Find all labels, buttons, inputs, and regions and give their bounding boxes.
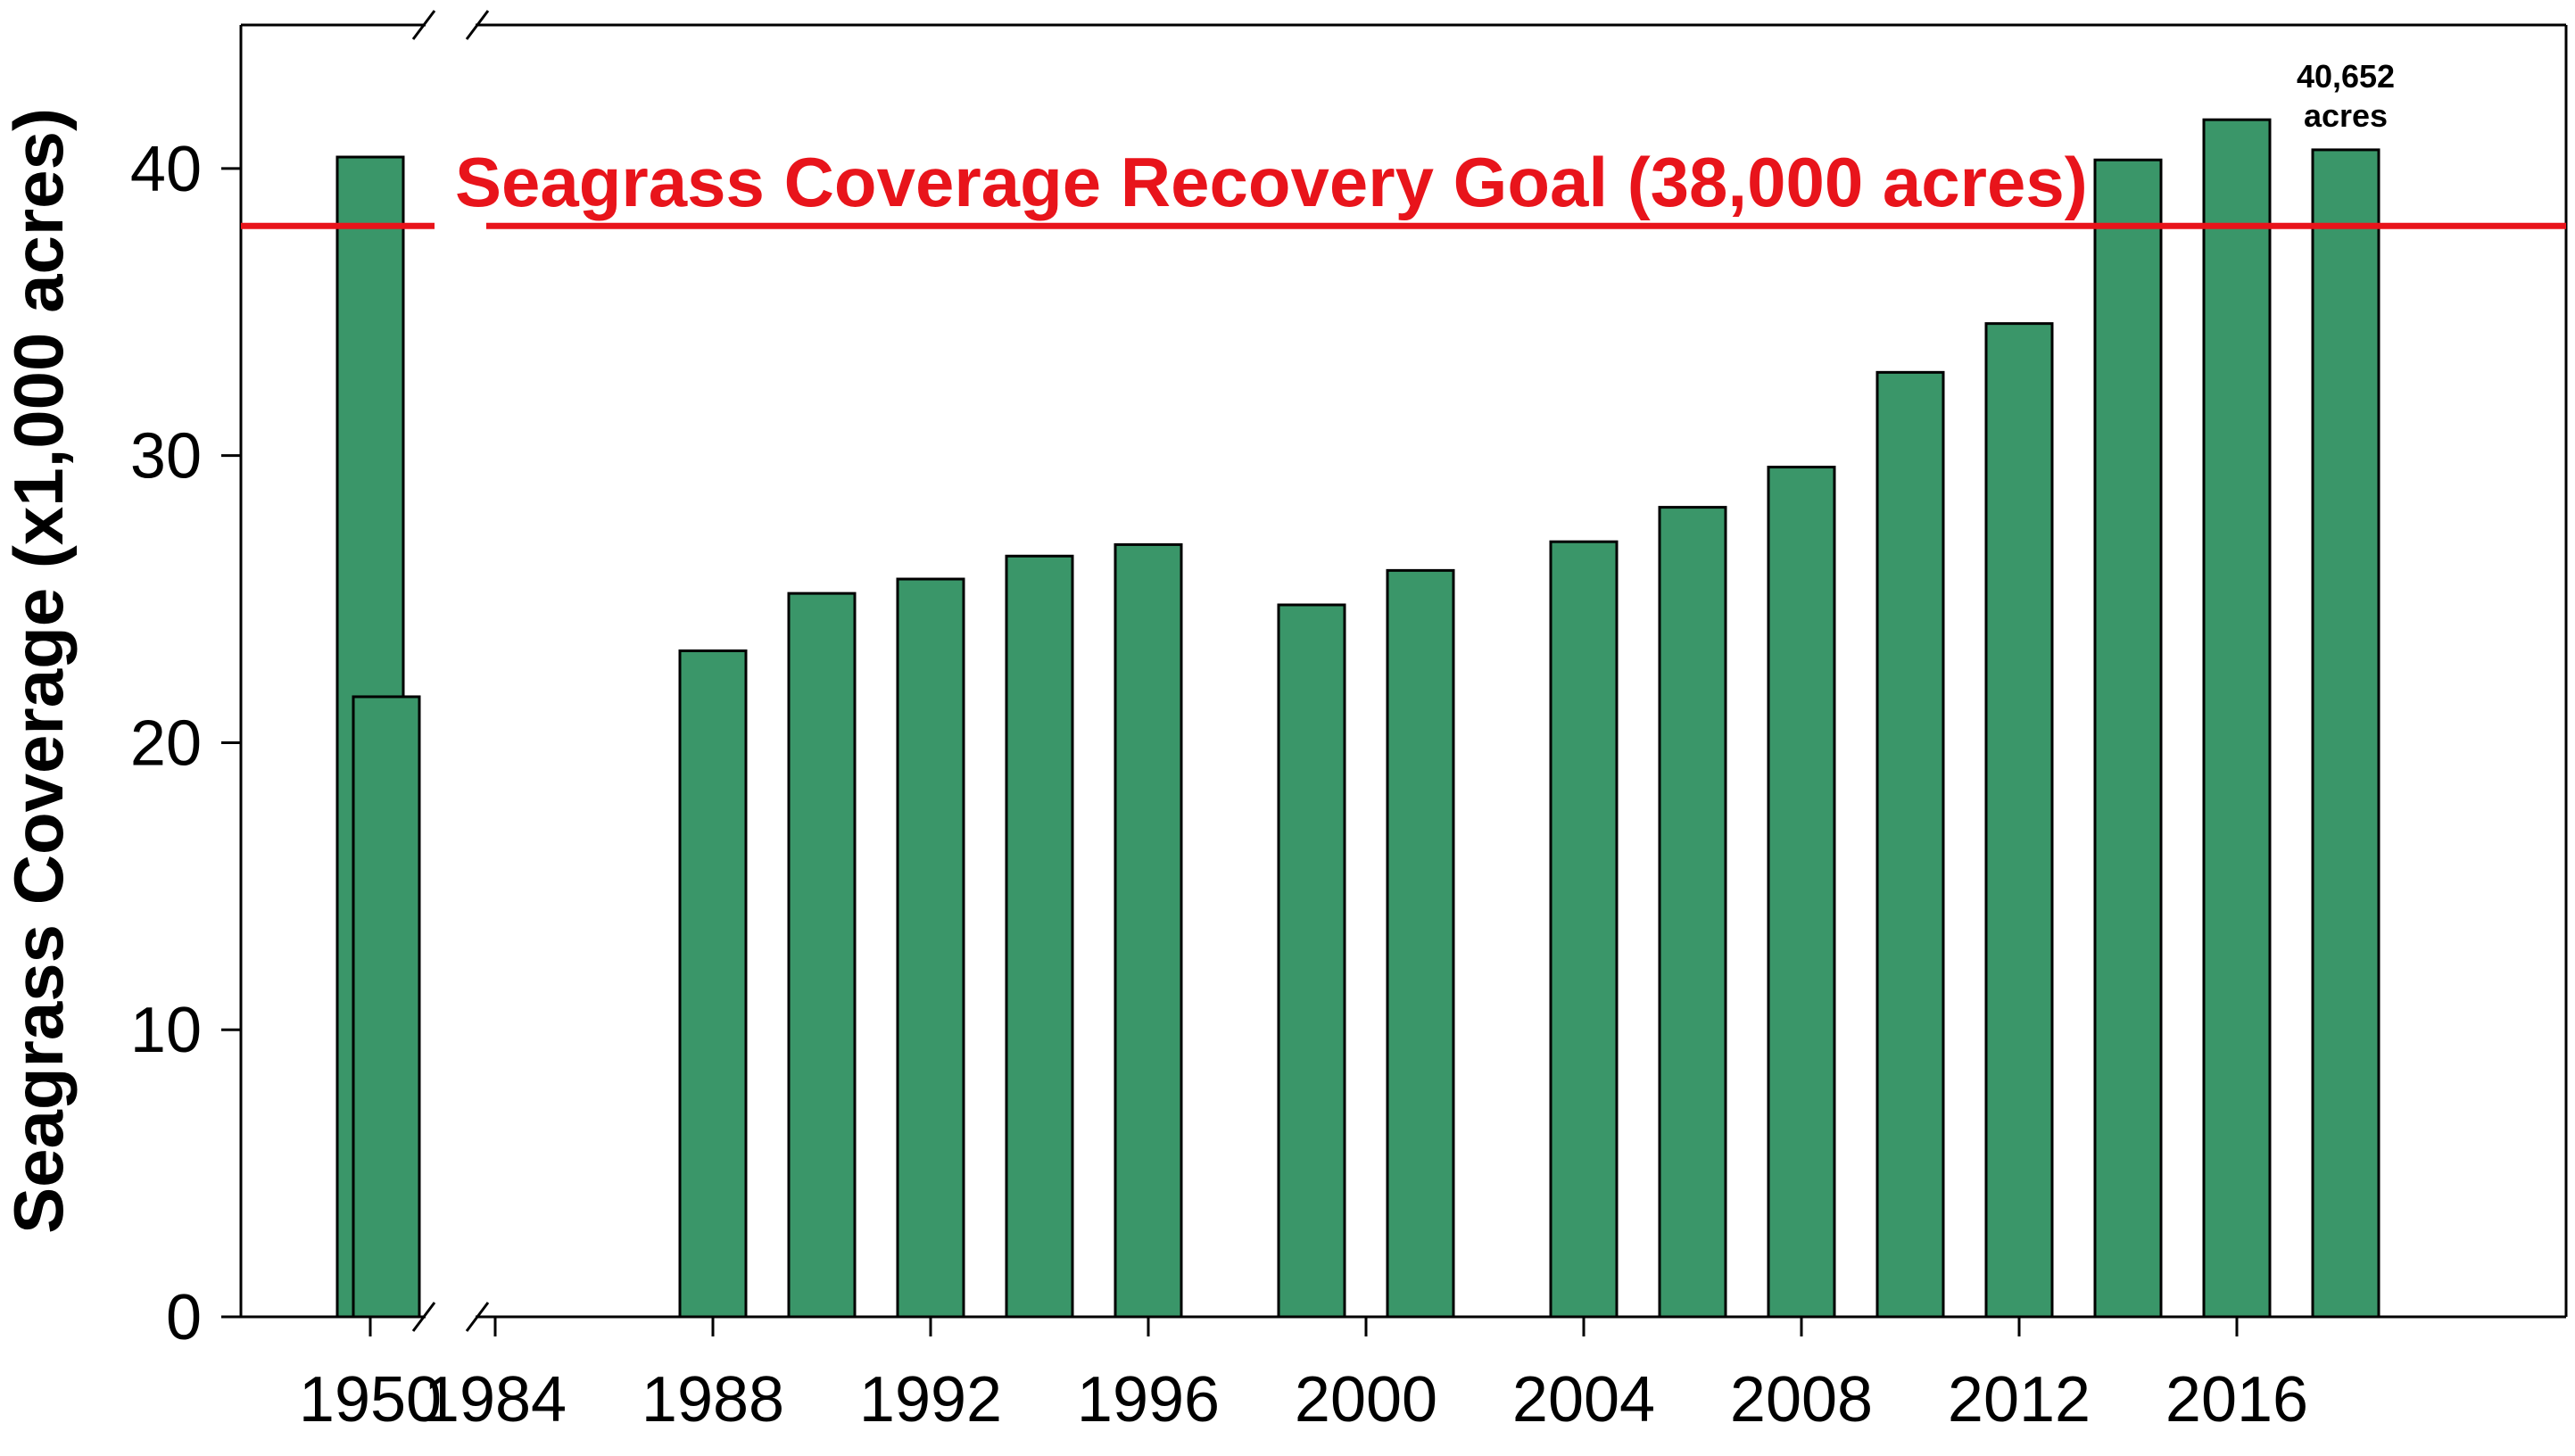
- x-tick-label-2012: 2012: [1948, 1364, 2091, 1435]
- y-tick-label-0: 0: [166, 1282, 202, 1353]
- x-tick-label-1988: 1988: [642, 1364, 784, 1435]
- bar-2006: [1658, 506, 1727, 1319]
- y-tick-label-20: 20: [130, 707, 202, 779]
- bar-2008: [1767, 466, 1836, 1319]
- axis-break-mark-top-1: [465, 10, 490, 40]
- bar-2012: [1984, 322, 2054, 1319]
- y-axis-label: Seagrass Coverage (x1,000 acres): [0, 108, 78, 1234]
- y-tick-label-40: 40: [130, 134, 202, 205]
- y-ticks: 0 10 20 30 40: [130, 134, 241, 1353]
- bar-1996: [1114, 542, 1183, 1319]
- x-tick-label-1984: 1984: [424, 1364, 567, 1435]
- x-tick-label-2000: 2000: [1295, 1364, 1437, 1435]
- axis-break-mark-bottom-1: [465, 1302, 490, 1332]
- axis-break-mark-bottom-0: [411, 1302, 436, 1332]
- bar-1990: [787, 592, 857, 1319]
- x-tick-label-1992: 1992: [859, 1364, 1002, 1435]
- bar-2001: [1386, 568, 1455, 1319]
- x-tick-label-2004: 2004: [1512, 1364, 1655, 1435]
- bar-2004: [1549, 540, 1619, 1319]
- bar-1999: [1277, 603, 1346, 1319]
- bar-1992: [896, 577, 965, 1319]
- x-tick-label-2008: 2008: [1730, 1364, 1873, 1435]
- bar-1994: [1005, 554, 1074, 1319]
- bar-2014: [2093, 158, 2163, 1319]
- y-tick-label-30: 30: [130, 421, 202, 492]
- bar-2016: [2202, 118, 2272, 1319]
- bar-2018: [2311, 148, 2380, 1319]
- annotation-0-line-0: 40,652: [2297, 58, 2395, 95]
- bars: [335, 118, 2380, 1319]
- bar-1988: [678, 649, 748, 1319]
- annotation-0-line-1: acres: [2304, 97, 2388, 134]
- y-tick-label-10: 10: [130, 995, 202, 1066]
- x-tick-label-1996: 1996: [1077, 1364, 1220, 1435]
- x-tick-label-2016: 2016: [2165, 1364, 2308, 1435]
- x-tick-label-1950: 1950: [299, 1364, 442, 1435]
- goal-label: Seagrass Coverage Recovery Goal (38,000 …: [455, 143, 2088, 221]
- bar-2010: [1875, 370, 1945, 1319]
- axis-break-mark-top-0: [411, 10, 436, 40]
- bar-1982: [352, 695, 421, 1319]
